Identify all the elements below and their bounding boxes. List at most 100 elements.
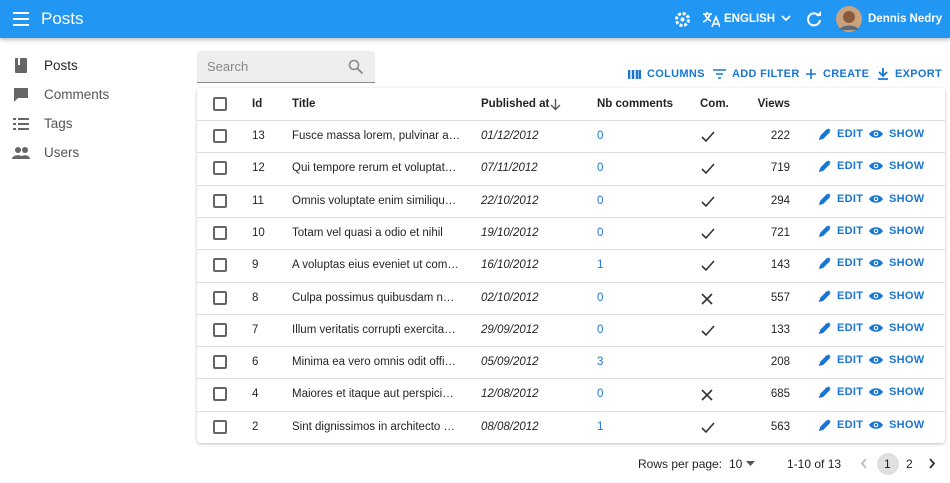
- prev-page[interactable]: [860, 458, 868, 469]
- row-divider: [197, 120, 945, 121]
- edit-button[interactable]: EDIT: [819, 290, 863, 302]
- commentable-icon: [701, 259, 715, 277]
- edit-button[interactable]: EDIT: [819, 160, 864, 173]
- comments-link[interactable]: 1: [597, 420, 604, 433]
- menu-icon[interactable]: [12, 11, 30, 27]
- comments-link[interactable]: 0: [597, 388, 604, 401]
- row-checkbox[interactable]: [213, 355, 227, 370]
- row-checkbox[interactable]: [213, 258, 227, 273]
- edit-button[interactable]: EDIT: [819, 419, 863, 431]
- menu-item[interactable]: Tags: [12, 115, 73, 132]
- export-button[interactable]: EXPORT: [877, 68, 942, 80]
- show-button[interactable]: SHOW: [869, 225, 924, 237]
- comments-link[interactable]: 0: [597, 194, 604, 207]
- refresh-icon[interactable]: [806, 11, 822, 27]
- button-label: EDIT: [837, 224, 864, 237]
- show-button[interactable]: SHOW: [869, 322, 924, 334]
- menu-item[interactable]: Users: [12, 144, 79, 161]
- button-label: EDIT: [837, 192, 864, 205]
- button-label: SHOW: [889, 224, 925, 237]
- column-header[interactable]: Title: [292, 98, 316, 110]
- comments-link[interactable]: 3: [597, 356, 604, 369]
- page-button[interactable]: 2: [906, 457, 913, 471]
- button-label: SHOW: [889, 418, 925, 431]
- column-header[interactable]: Published at: [481, 98, 550, 110]
- edit-button[interactable]: EDIT: [819, 257, 863, 270]
- commentable-icon: [701, 421, 715, 439]
- create-button[interactable]: CREATE: [805, 68, 869, 80]
- edit-button[interactable]: EDIT: [819, 354, 863, 367]
- page-button[interactable]: 1: [884, 457, 891, 471]
- row-divider: [197, 410, 945, 412]
- row-checkbox[interactable]: [213, 161, 227, 176]
- comments-link[interactable]: 0: [597, 291, 604, 304]
- row-checkbox[interactable]: [213, 419, 227, 434]
- date-cell: 22/10/2012: [481, 194, 539, 207]
- button-label: SHOW: [889, 128, 925, 140]
- menu-label: Posts: [44, 58, 78, 73]
- row-checkbox[interactable]: [213, 322, 227, 337]
- edit-button[interactable]: EDIT: [819, 225, 863, 237]
- user-name[interactable]: Dennis Nedry: [868, 13, 943, 25]
- column-header[interactable]: Com.: [700, 98, 729, 110]
- column-header[interactable]: Nb comments: [597, 98, 674, 110]
- sort-icon: [550, 98, 561, 116]
- row-divider: [197, 152, 945, 154]
- row-checkbox[interactable]: [213, 387, 227, 402]
- select-all-checkbox[interactable]: [213, 97, 227, 111]
- menu-item[interactable]: Comments: [12, 86, 109, 103]
- settings-icon[interactable]: [674, 11, 691, 28]
- row-checkbox[interactable]: [213, 193, 227, 208]
- edit-button[interactable]: EDIT: [819, 386, 863, 399]
- date-cell: 16/10/2012: [481, 259, 539, 272]
- show-button[interactable]: SHOW: [869, 290, 924, 302]
- show-button[interactable]: SHOW: [869, 257, 924, 269]
- id-cell: 6: [252, 356, 259, 369]
- menu-item[interactable]: Posts: [12, 57, 78, 74]
- search-input[interactable]: Search: [197, 51, 375, 83]
- button-label: CREATE: [823, 68, 870, 80]
- comments-link[interactable]: 0: [597, 130, 604, 142]
- title-cell: Fusce massa lorem, pulvinar a…: [292, 130, 461, 142]
- show-button[interactable]: SHOW: [869, 160, 924, 172]
- show-button[interactable]: SHOW: [869, 128, 924, 140]
- show-button[interactable]: SHOW: [869, 419, 924, 431]
- views-cell: 133: [770, 323, 790, 336]
- edit-button[interactable]: EDIT: [819, 193, 863, 205]
- add-filter-button[interactable]: ADD FILTER: [713, 68, 800, 80]
- id-cell: 8: [252, 291, 259, 304]
- date-cell: 12/08/2012: [481, 388, 539, 401]
- id-cell: 2: [252, 420, 259, 433]
- title-cell: Omnis voluptate enim similiqu…: [292, 194, 457, 207]
- button-label: EDIT: [837, 160, 864, 173]
- edit-button[interactable]: EDIT: [819, 322, 863, 334]
- button-label: SHOW: [889, 289, 925, 302]
- button-label: SHOW: [889, 257, 925, 270]
- show-button[interactable]: SHOW: [869, 386, 924, 398]
- language-button[interactable]: ENGLISH: [724, 13, 776, 25]
- menu-label: Comments: [44, 87, 110, 102]
- row-divider: [197, 313, 945, 315]
- edit-button[interactable]: EDIT: [819, 128, 863, 140]
- row-checkbox[interactable]: [213, 129, 227, 143]
- column-header[interactable]: Id: [252, 98, 263, 110]
- comments-link[interactable]: 1: [597, 259, 604, 272]
- dropdown-icon: [781, 15, 791, 22]
- columns-button[interactable]: COLUMNS: [628, 68, 705, 80]
- show-button[interactable]: SHOW: [869, 193, 924, 205]
- rows-per-page-select[interactable]: 10: [729, 457, 743, 471]
- user-avatar[interactable]: [836, 6, 862, 32]
- button-label: EDIT: [837, 289, 864, 302]
- row-checkbox[interactable]: [213, 290, 227, 305]
- comments-link[interactable]: 0: [597, 226, 604, 239]
- id-cell: 4: [252, 388, 259, 401]
- row-divider: [197, 378, 945, 380]
- next-page[interactable]: [928, 458, 936, 469]
- comments-link[interactable]: 0: [597, 323, 604, 336]
- data-table: Id Title Published at Nb comments Com. Views 1…: [197, 88, 945, 443]
- views-cell: 721: [770, 226, 790, 239]
- comments-link[interactable]: 0: [597, 162, 604, 175]
- column-header[interactable]: Views: [757, 98, 790, 110]
- show-button[interactable]: SHOW: [869, 354, 924, 366]
- row-checkbox[interactable]: [213, 225, 227, 240]
